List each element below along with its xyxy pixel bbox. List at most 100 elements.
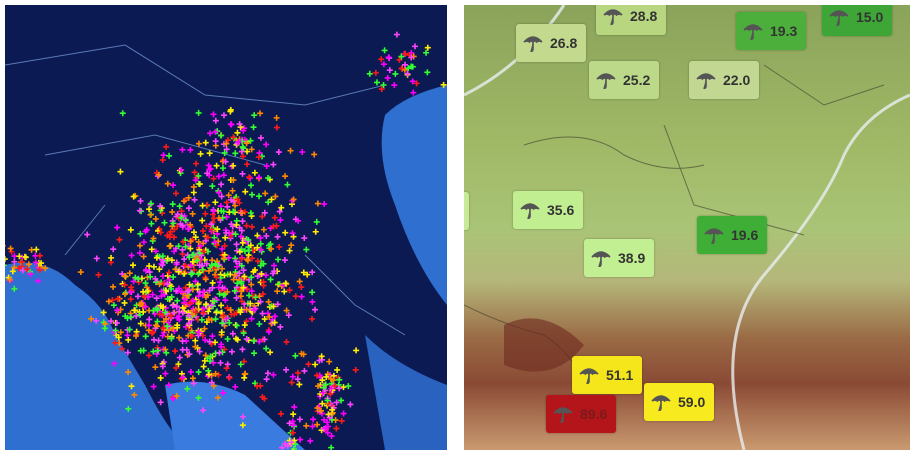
strike [196, 181, 203, 188]
strike [238, 148, 245, 155]
strike [380, 61, 387, 68]
strike [152, 215, 159, 222]
strike [181, 256, 188, 263]
strike [215, 189, 222, 196]
strike [248, 223, 255, 230]
strike [291, 404, 298, 411]
strike [283, 338, 290, 345]
strike [152, 364, 159, 371]
strike [322, 381, 329, 388]
strike [270, 161, 277, 168]
strike [319, 377, 326, 384]
strike [195, 300, 202, 307]
strike [223, 315, 230, 322]
strike [174, 211, 181, 218]
strike [8, 248, 15, 255]
strike [11, 264, 18, 271]
strike [105, 298, 112, 305]
strike [288, 439, 295, 446]
strike [289, 373, 296, 380]
strike [176, 334, 183, 341]
strike [137, 230, 144, 237]
strike [206, 338, 213, 345]
rain-value: 15.0 [856, 9, 884, 25]
strike [338, 417, 345, 424]
strike [212, 370, 219, 377]
strike [164, 281, 171, 288]
strike [277, 217, 284, 224]
strike [247, 175, 254, 182]
strike [186, 301, 193, 308]
strike [27, 271, 34, 278]
strike [244, 257, 251, 264]
rain-value: 28.8 [630, 8, 658, 24]
rain-label: 15.0 [822, 5, 893, 36]
strike [153, 295, 160, 302]
strike [195, 369, 202, 376]
strike [110, 283, 117, 290]
strike [157, 399, 164, 406]
strike [186, 351, 193, 358]
strike [206, 358, 213, 365]
strike [108, 254, 115, 261]
strike [292, 293, 299, 300]
strike [190, 189, 197, 196]
strike [188, 271, 195, 278]
strike [312, 228, 319, 235]
strike [208, 226, 215, 233]
strike [270, 223, 277, 230]
strike [247, 300, 254, 307]
strike [347, 401, 354, 408]
strike [162, 346, 169, 353]
umbrella-icon [696, 73, 716, 90]
strike [143, 266, 150, 273]
strike [248, 191, 255, 198]
strike [125, 369, 132, 376]
strike [192, 343, 199, 350]
strike [240, 127, 247, 134]
strike [309, 289, 316, 296]
strike [170, 234, 177, 241]
strike [288, 379, 295, 386]
strike [215, 173, 222, 180]
strike [159, 363, 166, 370]
strike [392, 70, 399, 77]
strike [264, 310, 271, 317]
strike [160, 303, 167, 310]
strike [234, 263, 241, 270]
strike [182, 284, 189, 291]
strike [256, 193, 263, 200]
strike [25, 261, 32, 268]
strike [289, 230, 296, 237]
strike [170, 220, 177, 227]
strike [195, 394, 202, 401]
strike [398, 65, 405, 72]
umbrella-icon [579, 368, 599, 385]
strike [202, 352, 209, 359]
strike [111, 360, 118, 367]
strike [309, 423, 316, 430]
strike [404, 70, 411, 77]
strike [110, 302, 117, 309]
strike [142, 228, 149, 235]
strike [381, 47, 388, 54]
strike [117, 168, 124, 175]
strike [213, 274, 220, 281]
strike [243, 306, 250, 313]
strike [124, 332, 131, 339]
strike [273, 124, 280, 131]
strike [211, 298, 218, 305]
strike [202, 337, 209, 344]
strike [142, 333, 149, 340]
strike [209, 183, 216, 190]
strike [36, 267, 43, 274]
strike [238, 262, 245, 269]
strike [220, 255, 227, 262]
strike [206, 305, 213, 312]
strike [310, 416, 317, 423]
strike [200, 248, 207, 255]
strike [233, 221, 240, 228]
strike [224, 137, 231, 144]
strike [284, 442, 291, 449]
strike [309, 269, 316, 276]
